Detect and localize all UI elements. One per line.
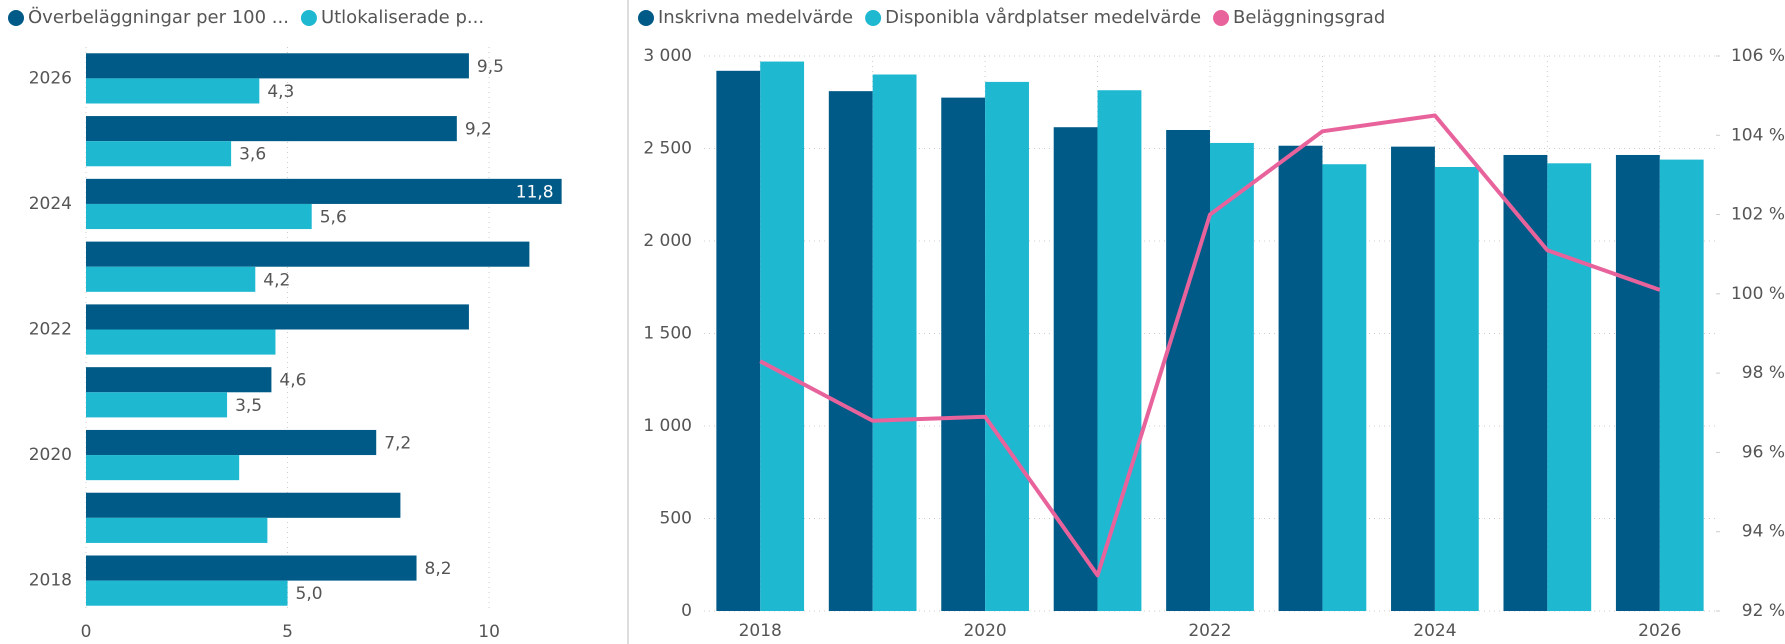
x-tick-label: 2020 bbox=[963, 621, 1006, 641]
legend-dot bbox=[300, 10, 317, 26]
y2-tick-label: 102 % bbox=[1731, 205, 1785, 225]
y2-tick-label: 106 % bbox=[1731, 46, 1785, 66]
data-label: 11,8 bbox=[516, 182, 554, 202]
y-tick-label: 0 bbox=[681, 601, 692, 621]
bar bbox=[86, 53, 469, 79]
bar bbox=[86, 241, 530, 267]
legend-dot bbox=[865, 10, 882, 26]
bar bbox=[86, 116, 457, 142]
line bbox=[759, 113, 1661, 578]
bar bbox=[1434, 167, 1479, 611]
x-tick-label: 2024 bbox=[1413, 621, 1456, 641]
y-tick-label: 500 bbox=[660, 509, 692, 529]
y-tick-label: 3 000 bbox=[643, 46, 692, 66]
bar bbox=[1053, 127, 1098, 611]
x-tick-label: 2022 bbox=[1188, 621, 1231, 641]
data-label: 9,2 bbox=[465, 120, 492, 140]
bar bbox=[1503, 154, 1548, 611]
bar bbox=[86, 203, 312, 230]
bar bbox=[1210, 142, 1254, 611]
data-label: 9,5 bbox=[477, 57, 504, 77]
x-tick-label: 2018 bbox=[739, 621, 782, 641]
y-tick-label: 2022 bbox=[29, 320, 72, 340]
legend-label: Inskrivna medelvärde bbox=[658, 7, 853, 28]
data-label: 5,6 bbox=[320, 208, 347, 228]
bar bbox=[86, 367, 272, 393]
bar bbox=[828, 91, 873, 611]
bar bbox=[1547, 163, 1592, 612]
data-label: 4,6 bbox=[279, 371, 306, 391]
y-tick-label: 2024 bbox=[29, 194, 72, 214]
data-label: 8,2 bbox=[425, 559, 452, 579]
bar bbox=[1659, 159, 1704, 611]
bar bbox=[716, 70, 761, 612]
bar bbox=[86, 429, 377, 456]
x-tick-label: 10 bbox=[478, 622, 500, 642]
data-label: 3,5 bbox=[235, 396, 262, 416]
bar bbox=[86, 392, 228, 418]
y2-tick-label: 96 % bbox=[1742, 442, 1785, 462]
legend-label: Utlokaliserade p... bbox=[321, 7, 484, 28]
bar bbox=[1166, 130, 1210, 611]
legend-label: Beläggningsgrad bbox=[1233, 7, 1385, 28]
legend-dot bbox=[1213, 10, 1230, 26]
bar bbox=[86, 304, 469, 330]
bar bbox=[86, 517, 268, 543]
y-tick-label: 2 500 bbox=[643, 139, 692, 159]
bar bbox=[86, 455, 240, 481]
bar bbox=[86, 492, 401, 518]
bar bbox=[86, 266, 256, 292]
y-tick-label: 1 500 bbox=[643, 324, 692, 344]
bar bbox=[1322, 164, 1367, 611]
bar bbox=[86, 555, 417, 581]
bar bbox=[1097, 90, 1142, 612]
x-tick-label: 0 bbox=[81, 622, 92, 642]
y2-tick-label: 92 % bbox=[1742, 601, 1785, 621]
y2-tick-label: 100 % bbox=[1731, 284, 1785, 304]
y-tick-label: 1 000 bbox=[643, 416, 692, 436]
x-tick-label: 5 bbox=[282, 622, 293, 642]
data-label: 7,2 bbox=[384, 434, 411, 454]
y-tick-label: 2026 bbox=[29, 68, 72, 88]
legend-dot bbox=[8, 10, 24, 26]
legend-label: Disponibla vårdplatser medelvärde bbox=[885, 7, 1201, 28]
legend-label: Överbeläggningar per 100 ... bbox=[28, 6, 289, 28]
bar bbox=[1278, 145, 1323, 611]
bar bbox=[985, 81, 1029, 611]
bar bbox=[86, 580, 288, 606]
data-label: 4,3 bbox=[267, 82, 294, 102]
data-label: 4,2 bbox=[263, 270, 290, 290]
legend-dot bbox=[638, 10, 654, 26]
data-label: 3,6 bbox=[239, 145, 266, 165]
x-tick-label: 2026 bbox=[1638, 621, 1681, 641]
y2-tick-label: 94 % bbox=[1742, 522, 1785, 542]
bar bbox=[86, 78, 260, 104]
y-tick-label: 2018 bbox=[29, 571, 72, 591]
y2-tick-label: 104 % bbox=[1731, 125, 1785, 145]
bar bbox=[941, 97, 986, 611]
bar bbox=[1615, 154, 1660, 611]
bar bbox=[760, 61, 805, 612]
bar bbox=[86, 141, 232, 167]
data-label: 5,0 bbox=[296, 584, 323, 604]
y-tick-label: 2 000 bbox=[643, 231, 692, 251]
bar bbox=[872, 74, 917, 611]
bar bbox=[86, 178, 562, 204]
y-tick-label: 2020 bbox=[29, 445, 72, 465]
bar bbox=[1391, 146, 1435, 611]
y2-tick-label: 98 % bbox=[1742, 363, 1785, 383]
bar bbox=[86, 329, 276, 355]
